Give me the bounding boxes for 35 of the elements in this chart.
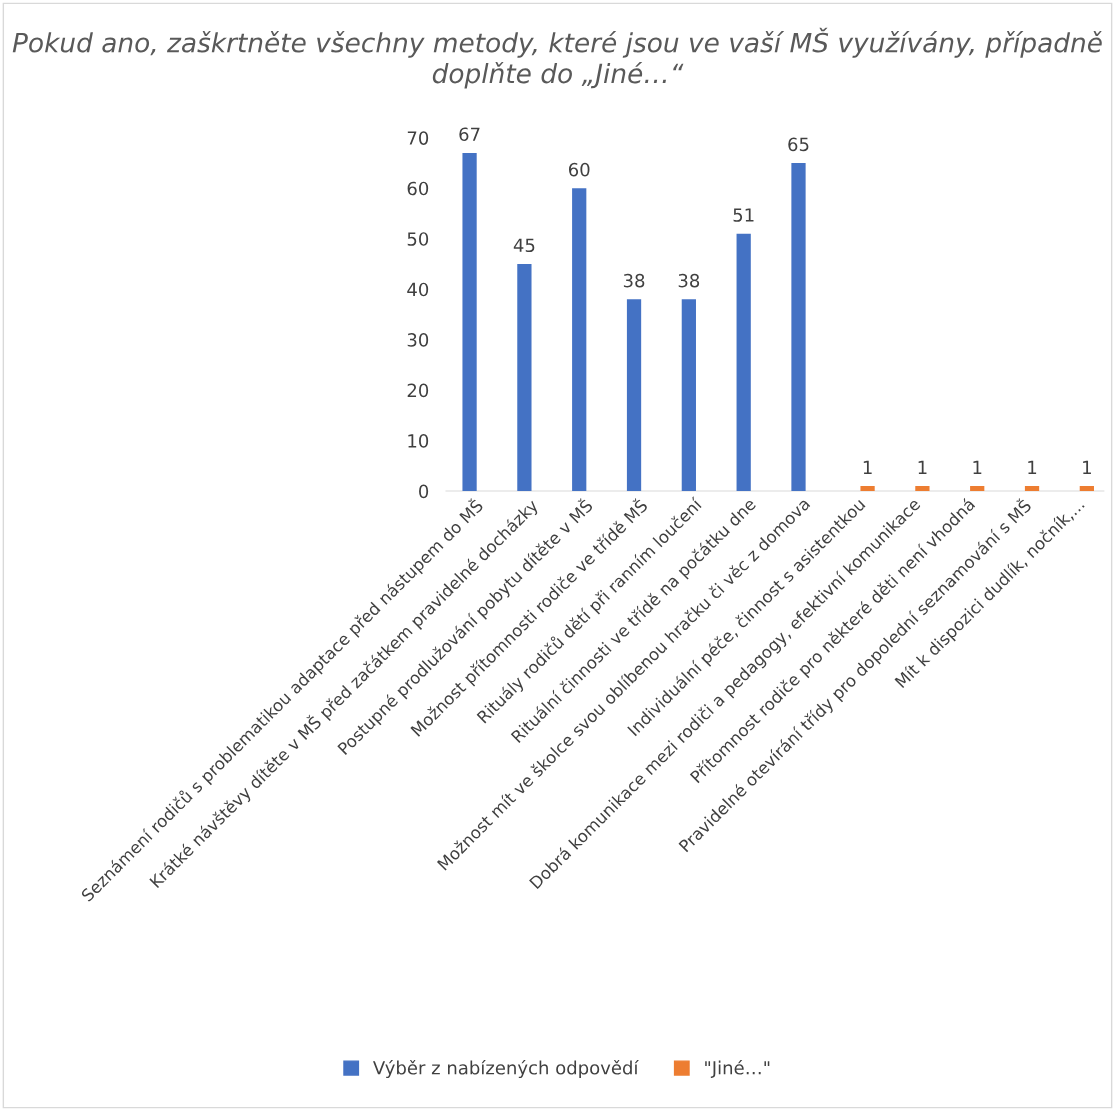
y-tick-label: 70 xyxy=(407,131,429,145)
bar xyxy=(572,188,587,492)
data-label: 65 xyxy=(788,137,809,152)
data-label: 1 xyxy=(918,460,927,474)
bar xyxy=(462,152,477,492)
y-tick-label: 0 xyxy=(419,484,429,499)
y-tick-label: 40 xyxy=(407,282,429,297)
data-label: 1 xyxy=(1028,460,1037,474)
legend-label: "Jiné…" xyxy=(705,1059,770,1078)
bar xyxy=(915,486,930,492)
bar xyxy=(626,299,642,492)
bar xyxy=(1079,486,1094,492)
y-tick-label: 10 xyxy=(408,434,429,448)
data-label: 1 xyxy=(973,460,982,474)
bar xyxy=(791,163,806,492)
legend-label: Výběr z nabízených odpovědí xyxy=(373,1059,639,1079)
y-tick-label: 30 xyxy=(407,333,429,347)
data-label: 38 xyxy=(678,273,700,288)
y-tick-label: 60 xyxy=(407,181,429,196)
bar xyxy=(970,486,985,492)
chart-title: Pokud ano, zaškrtněte všechny metody, které jsou ve vaší MŠ využívány, případně doplňte do „Jiné…“ xyxy=(12,27,1102,89)
data-label: 1 xyxy=(863,460,872,474)
data-label: 45 xyxy=(513,238,535,253)
data-label: 38 xyxy=(623,273,645,288)
y-tick-label: 20 xyxy=(407,383,429,398)
bar xyxy=(860,486,875,492)
y-tick-label: 50 xyxy=(407,232,429,246)
bar xyxy=(681,299,696,492)
data-label: 51 xyxy=(733,208,754,222)
data-label: 60 xyxy=(568,162,590,177)
data-label: 67 xyxy=(459,127,480,142)
bar xyxy=(736,233,751,492)
data-label: 1 xyxy=(1083,460,1091,474)
bar xyxy=(1024,486,1040,492)
bar xyxy=(517,263,532,492)
